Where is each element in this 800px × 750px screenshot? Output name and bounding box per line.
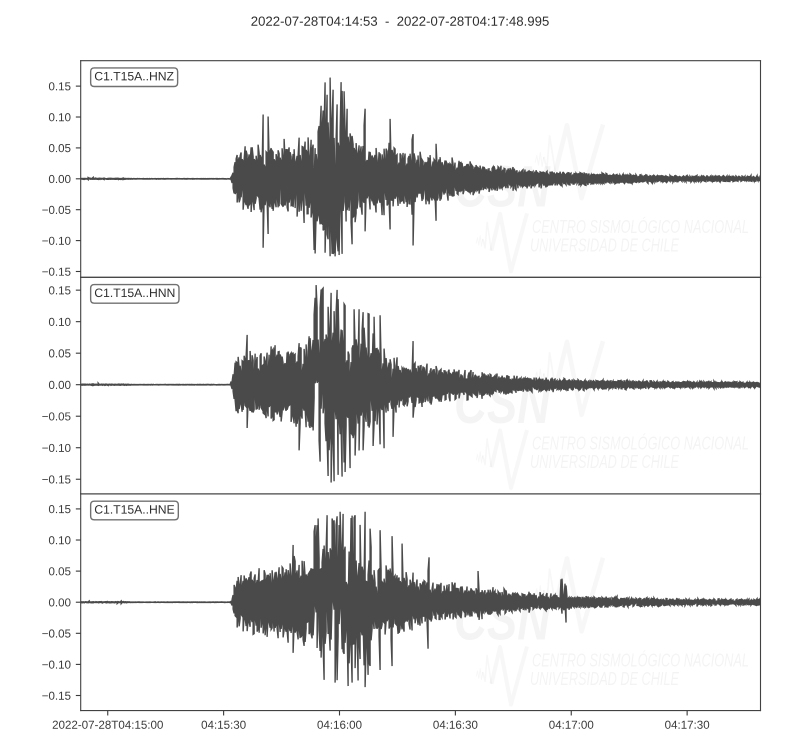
svg-text:CENTRO SISMOLÓGICO NACIONAL: CENTRO SISMOLÓGICO NACIONAL (532, 649, 749, 670)
svg-text:UNIVERSIDAD DE CHILE: UNIVERSIDAD DE CHILE (530, 235, 679, 256)
svg-text:UNIVERSIDAD DE CHILE: UNIVERSIDAD DE CHILE (530, 451, 679, 472)
svg-text:CENTRO SISMOLÓGICO NACIONAL: CENTRO SISMOLÓGICO NACIONAL (532, 433, 749, 454)
svg-text:CENTRO SISMOLÓGICO NACIONAL: CENTRO SISMOLÓGICO NACIONAL (532, 216, 749, 237)
svg-text:UNIVERSIDAD DE CHILE: UNIVERSIDAD DE CHILE (530, 668, 679, 689)
